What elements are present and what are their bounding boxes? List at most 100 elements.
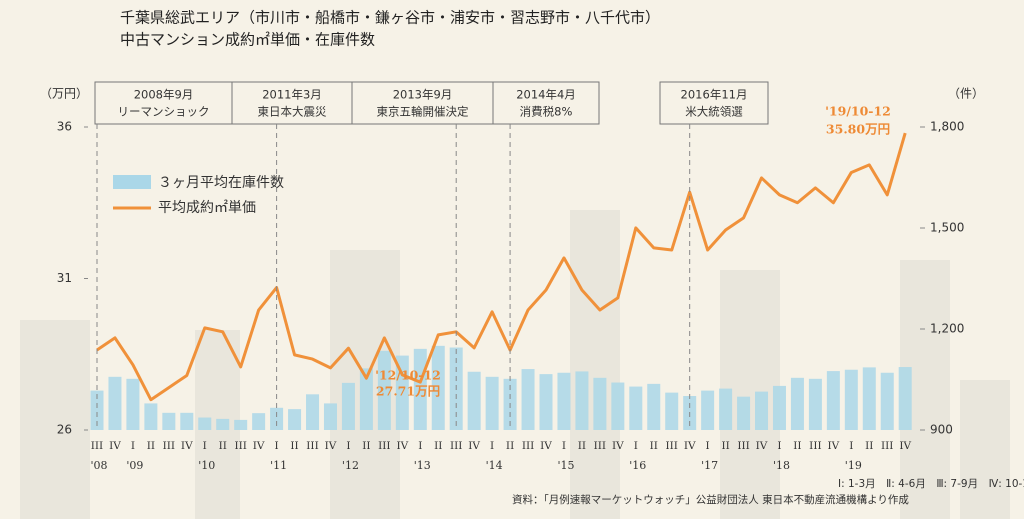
x-year-label: '09 — [126, 459, 143, 472]
x-tick-label: IV — [827, 440, 839, 452]
y2-tick-label: 1,800 — [930, 120, 964, 134]
bar — [790, 377, 804, 430]
background-buildings — [20, 210, 1010, 519]
x-year-label: '08 — [90, 459, 107, 472]
x-tick-label: III — [665, 440, 677, 452]
event-label: 消費税8% — [520, 105, 573, 119]
bar — [593, 377, 607, 430]
event-label: 米大統領選 — [685, 105, 743, 119]
x-year-label: '13 — [414, 459, 431, 472]
x-tick-label: III — [522, 440, 534, 452]
bar — [719, 388, 733, 430]
line — [96, 132, 907, 402]
x-tick-label: IV — [684, 440, 696, 452]
x-tick-label: II — [147, 440, 155, 452]
x-tick-label: IV — [253, 440, 265, 452]
bar — [629, 386, 643, 430]
x-tick-label: I — [203, 440, 207, 452]
legend-label: 平均成約㎡単価 — [158, 200, 256, 216]
x-year-label: '17 — [701, 459, 718, 472]
chart-title: 千葉県総武エリア（市川市・船橋市・鎌ヶ谷市・浦安市・習志野市・八千代市） — [120, 9, 660, 27]
annotation: 35.80万円 — [826, 122, 890, 137]
event-label: 東日本大震災 — [258, 105, 327, 119]
bar — [647, 383, 661, 430]
x-year-label: '19 — [845, 459, 862, 472]
bar — [539, 374, 553, 430]
x-tick-label: IV — [109, 440, 121, 452]
bar — [665, 392, 679, 430]
note: 資料：「月例速報マーケットウォッチ」公益財団法人 東日本不動産流通機構より作成 — [512, 493, 909, 506]
bar — [611, 382, 625, 430]
bar — [737, 396, 751, 430]
x-tick-label: IV — [325, 440, 337, 452]
x-tick-label: I — [418, 440, 422, 452]
x-tick-label: I — [706, 440, 710, 452]
bar — [108, 376, 122, 430]
x-tick-label: I — [490, 440, 494, 452]
x-tick-label: III — [450, 440, 462, 452]
event-date: 2014年4月 — [516, 88, 576, 102]
bar — [826, 371, 840, 430]
event-date: 2008年9月 — [134, 88, 194, 102]
x-tick-label: I — [275, 440, 279, 452]
x-tick-label: III — [378, 440, 390, 452]
x-tick-label: II — [362, 440, 370, 452]
event-box — [231, 81, 353, 125]
x-year-label: '16 — [629, 459, 646, 472]
x-tick-label: IV — [899, 440, 911, 452]
y2-tick-label: 900 — [930, 423, 953, 437]
x-tick-label: II — [865, 440, 873, 452]
x-tick-label: III — [91, 440, 103, 452]
event-date: 2013年9月 — [393, 88, 453, 102]
bar — [162, 412, 176, 430]
x-tick-label: III — [881, 440, 893, 452]
x-tick-label: II — [219, 440, 227, 452]
y-tick-label: 26 — [57, 423, 72, 437]
bar — [216, 418, 230, 430]
x-year-label: '11 — [270, 459, 287, 472]
event-box — [492, 81, 600, 125]
x-tick-label: II — [793, 440, 801, 452]
bar — [772, 385, 786, 430]
bar — [234, 419, 248, 430]
legend-label: ３ヶ月平均在庫件数 — [158, 174, 284, 191]
y2-tick-label: 1,200 — [930, 322, 964, 336]
y2-tick-label: 1,500 — [930, 221, 964, 235]
bar — [252, 413, 266, 430]
bar — [898, 367, 912, 430]
event-label: リーマンショック — [118, 105, 210, 119]
bar — [377, 350, 391, 430]
x-tick-label: I — [562, 440, 566, 452]
x-tick-label: IV — [468, 440, 480, 452]
bar — [323, 403, 337, 430]
bar — [270, 407, 284, 430]
x-year-label: '15 — [557, 459, 574, 472]
bar — [431, 345, 445, 430]
x-tick-label: II — [506, 440, 514, 452]
x-tick-label: II — [578, 440, 586, 452]
y-axis-label: （万円） — [40, 87, 88, 101]
y-tick-label: 36 — [57, 120, 72, 134]
y2-axis-label: （件） — [948, 87, 984, 101]
x-tick-label: IV — [181, 440, 193, 452]
x-year-label: '14 — [486, 459, 503, 472]
x-tick-label: I — [634, 440, 638, 452]
event-box — [659, 81, 769, 125]
annotation: '12/10-12 — [375, 368, 441, 383]
x-tick-label: III — [234, 440, 246, 452]
x-tick-label: II — [721, 440, 729, 452]
x-tick-label: III — [306, 440, 318, 452]
event-label: 東京五輪開催決定 — [377, 105, 469, 119]
bar — [395, 355, 409, 430]
legend-swatch — [113, 175, 151, 189]
x-tick-label: II — [434, 440, 442, 452]
bar — [844, 369, 858, 430]
bar — [306, 394, 320, 430]
x-tick-label: I — [849, 440, 853, 452]
y-tick-label: 31 — [57, 271, 72, 285]
x-tick-label: I — [346, 440, 350, 452]
chart-subtitle: 中古マンション成約㎡単価・在庫件数 — [120, 31, 375, 49]
bar — [90, 390, 104, 430]
event-box — [351, 81, 494, 125]
